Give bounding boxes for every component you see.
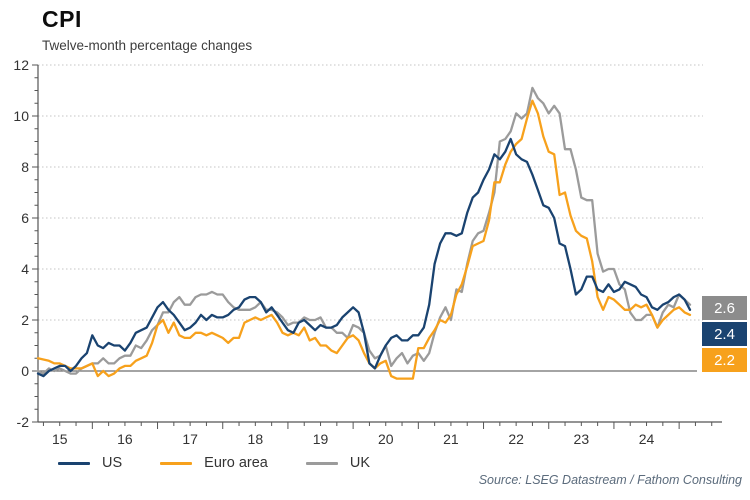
chart-title: CPI [42, 6, 82, 32]
svg-text:2: 2 [21, 312, 29, 328]
legend: US Euro area UK [58, 455, 370, 471]
svg-text:20: 20 [378, 431, 394, 447]
legend-label-euro-area: Euro area [204, 455, 268, 471]
euro-area-line-swatch [160, 461, 193, 465]
svg-text:12: 12 [13, 57, 29, 73]
legend-item-uk: UK [305, 455, 370, 471]
source-credit: Source: LSEG Datastream / Fathom Consult… [478, 473, 742, 487]
us-line-swatch [58, 461, 90, 465]
svg-text:4: 4 [21, 261, 29, 277]
end-value-us: 2.4 [702, 322, 747, 346]
svg-text:21: 21 [443, 431, 459, 447]
legend-item-us: US [58, 455, 122, 471]
svg-text:8: 8 [21, 159, 29, 175]
svg-text:18: 18 [248, 431, 264, 447]
end-value-uk: 2.6 [702, 296, 747, 320]
chart-subtitle: Twelve-month percentage changes [42, 38, 253, 53]
svg-text:0: 0 [21, 363, 29, 379]
svg-text:23: 23 [574, 431, 590, 447]
svg-text:24: 24 [639, 431, 655, 447]
legend-label-us: US [102, 455, 123, 471]
end-value-euro-area: 2.2 [702, 348, 747, 372]
svg-text:6: 6 [21, 210, 29, 226]
svg-text:22: 22 [508, 431, 524, 447]
svg-text:-2: -2 [17, 414, 30, 430]
svg-text:16: 16 [117, 431, 133, 447]
svg-text:17: 17 [182, 431, 198, 447]
legend-item-euro-area: Euro area [160, 455, 268, 471]
svg-text:15: 15 [52, 431, 68, 447]
legend-label-uk: UK [349, 455, 370, 471]
svg-text:19: 19 [313, 431, 329, 447]
uk-line-swatch [305, 461, 338, 465]
svg-text:10: 10 [13, 108, 29, 124]
